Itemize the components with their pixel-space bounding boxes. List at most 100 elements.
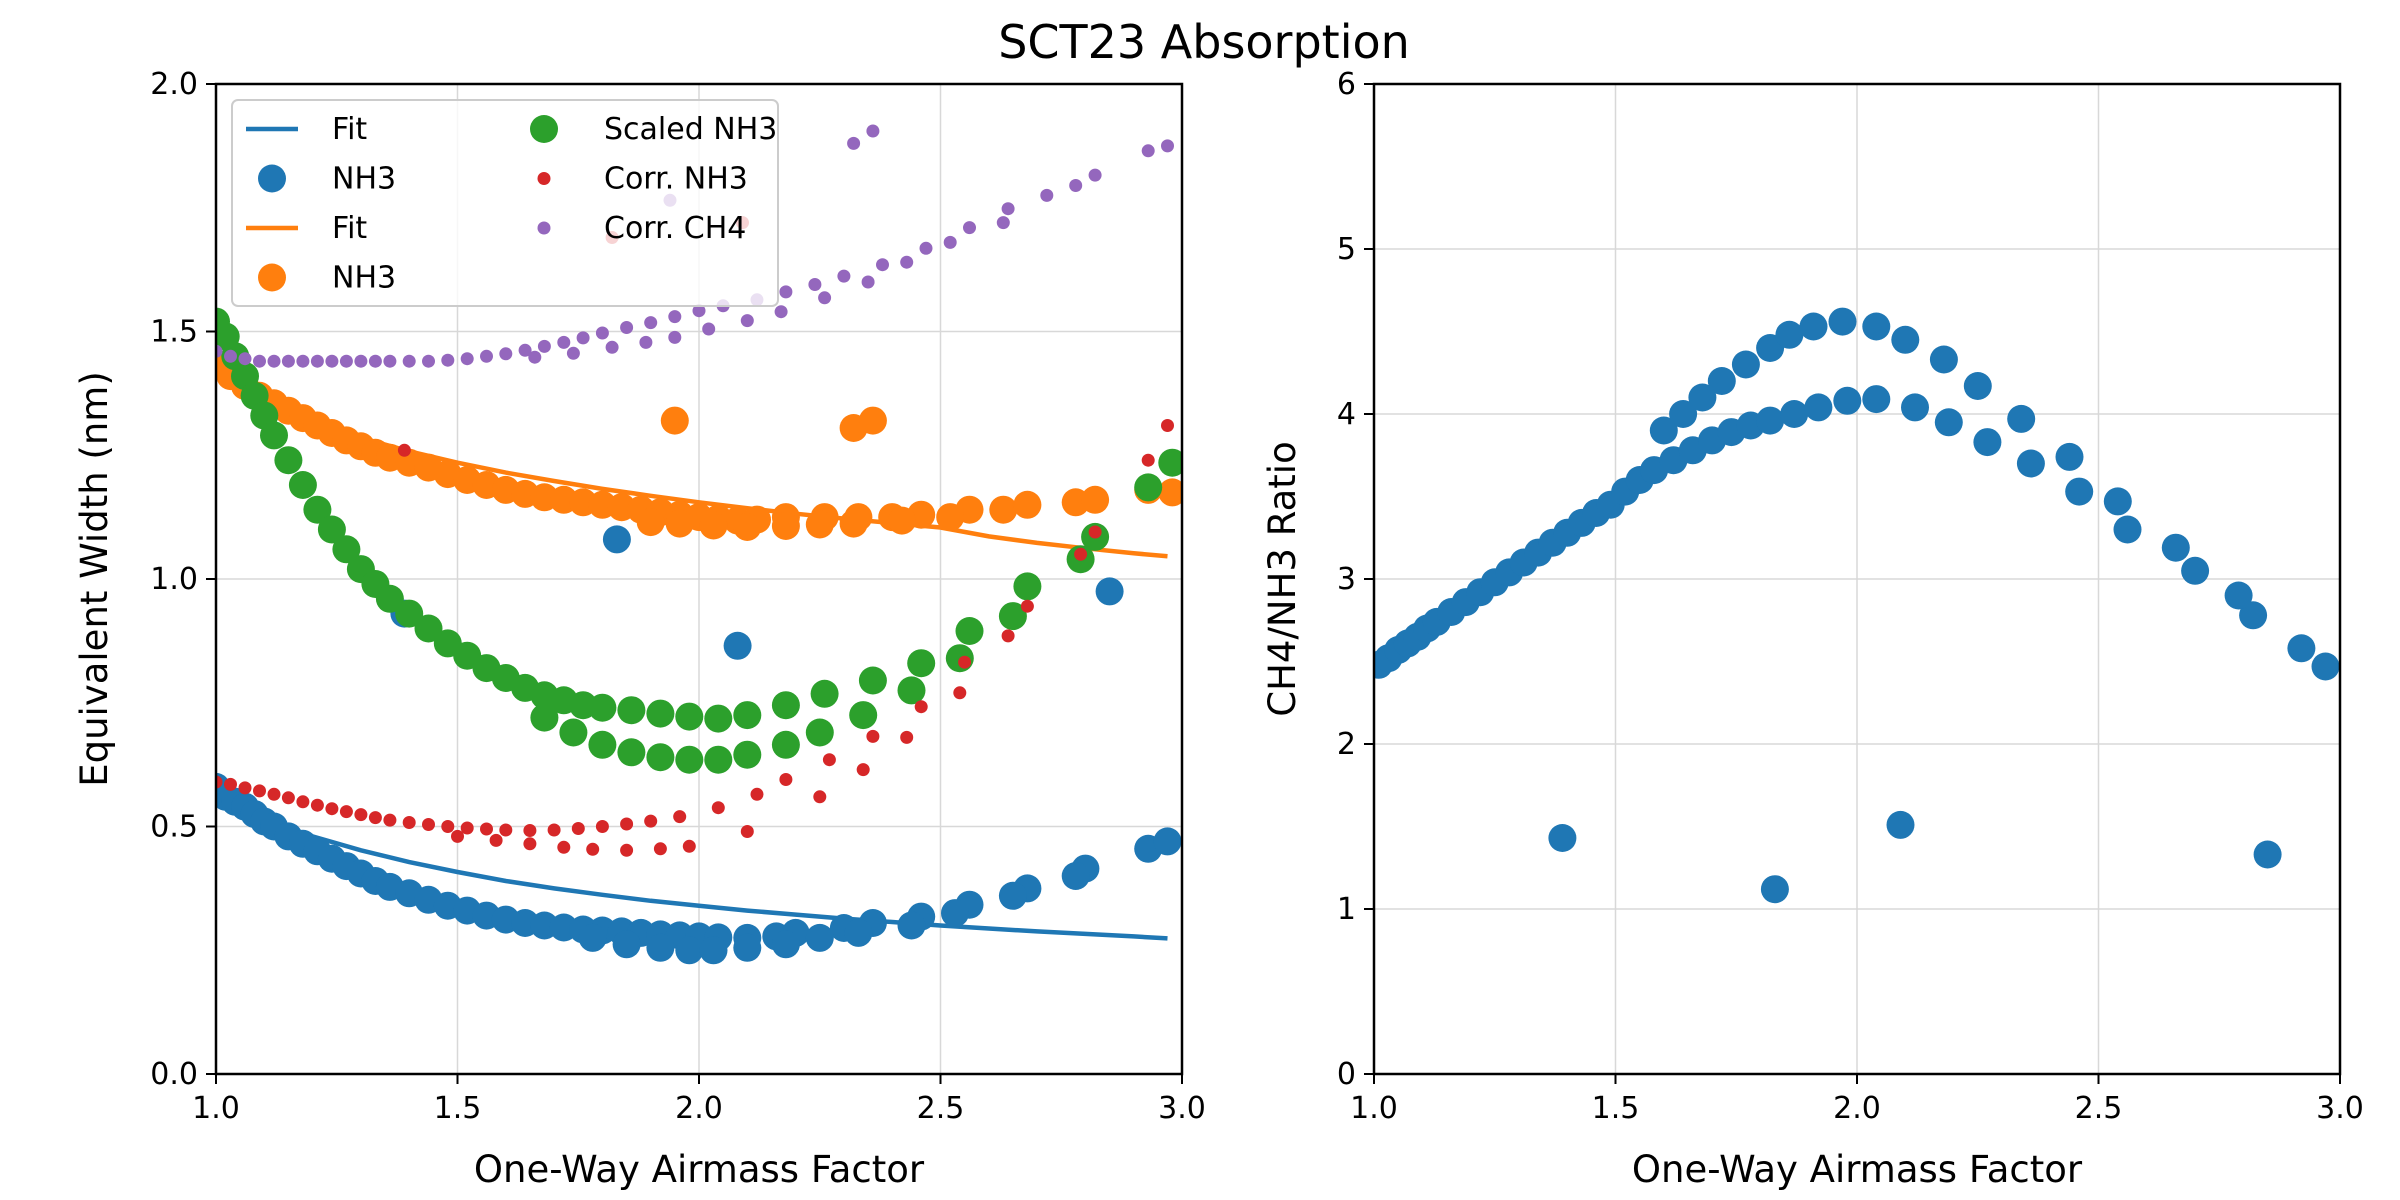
data-point-nh3_blue: [1061, 862, 1090, 890]
data-point-nh3_blue: [771, 930, 800, 959]
y-tick-label: 4: [1337, 397, 1356, 432]
legend-handle-scaled_nh3: [530, 115, 558, 143]
data-point-scaled_nh3: [646, 743, 675, 772]
data-point-corr_nh3: [571, 822, 585, 835]
data-point-corr_ch4: [518, 343, 532, 357]
data-point-corr_nh3: [325, 802, 339, 816]
data-point-corr_ch4: [1069, 179, 1083, 192]
data-point-ratio: [1669, 400, 1698, 428]
data-point-nh3_blue: [612, 930, 641, 959]
data-point-corr_nh3: [480, 822, 493, 836]
data-point-scaled_nh3: [858, 666, 887, 695]
data-point-ratio: [2224, 581, 2253, 610]
data-point-corr_ch4: [576, 331, 590, 345]
data-point-corr_ch4: [740, 314, 754, 328]
data-point-corr_nh3: [460, 821, 474, 835]
data-point-corr_ch4: [441, 353, 455, 367]
data-point-corr_nh3: [682, 839, 696, 853]
data-point-corr_ch4: [668, 330, 682, 344]
data-point-corr_nh3: [644, 814, 658, 828]
data-point-nh3_orange: [699, 511, 728, 540]
data-point-corr_nh3: [267, 787, 281, 801]
data-point-ratio: [1828, 307, 1857, 336]
data-point-corr_ch4: [605, 340, 619, 354]
data-point-nh3_orange: [665, 509, 694, 538]
data-point-corr_nh3: [620, 817, 634, 831]
data-point-corr_ch4: [620, 321, 634, 334]
data-layer: [216, 124, 1182, 965]
data-point-corr_ch4: [963, 221, 976, 235]
data-point-corr_ch4: [900, 255, 914, 269]
data-point-nh3_blue: [675, 936, 704, 965]
legend-label-fit_orange: Fit: [332, 211, 367, 246]
y-axis-label: Equivalent Width (nm): [73, 371, 116, 787]
series-line-fit_blue: [216, 794, 1168, 941]
x-tick-label: 3.0: [2316, 1091, 2364, 1126]
data-point-ratio: [1731, 350, 1760, 379]
data-point-ratio: [1886, 810, 1915, 839]
y-tick-label: 2.0: [150, 67, 198, 102]
data-point-scaled_nh3: [395, 599, 424, 628]
data-point-corr_nh3: [216, 775, 223, 789]
data-point-nh3_blue: [805, 923, 834, 952]
data-point-corr_ch4: [861, 275, 875, 289]
data-point-corr_nh3: [441, 820, 455, 833]
data-point-nh3_orange: [660, 406, 689, 435]
data-point-corr_ch4: [1088, 168, 1102, 182]
data-point-scaled_nh3: [617, 738, 646, 767]
data-point-nh3_blue: [897, 911, 926, 940]
legend: Fit NH3 Fit NH3 Scaled NH3 Corr. NH3 Corr. CH4: [231, 99, 779, 307]
data-point-corr_ch4: [422, 354, 435, 368]
data-point-corr_ch4: [866, 124, 880, 138]
data-point-scaled_nh3: [303, 495, 332, 524]
x-tick-label: 2.5: [2075, 1091, 2123, 1126]
data-point-corr_ch4: [557, 335, 571, 349]
y-tick-label: 0: [1337, 1057, 1356, 1092]
data-point-corr_nh3: [586, 842, 600, 856]
data-point-nh3_blue: [1153, 827, 1182, 856]
data-point-scaled_nh3: [588, 693, 617, 722]
data-point-corr_nh3: [914, 700, 928, 714]
legend-label-nh3_blue: NH3: [332, 162, 396, 197]
data-point-ratio: [2007, 404, 2036, 433]
data-point-corr_nh3: [1074, 547, 1088, 561]
x-tick-label: 1.0: [192, 1091, 240, 1126]
data-point-corr_ch4: [1161, 139, 1174, 153]
figure-title: SCT23 Absorption: [998, 15, 1410, 69]
data-point-ratio: [1963, 372, 1992, 400]
data-point-corr_nh3: [673, 810, 687, 824]
data-point-corr_ch4: [595, 326, 609, 340]
data-point-corr_nh3: [310, 798, 324, 812]
data-point-nh3_orange: [1013, 490, 1042, 519]
data-point-corr_ch4: [639, 335, 653, 349]
data-point-corr_nh3: [1088, 525, 1102, 539]
data-point-ratio: [1548, 824, 1577, 852]
data-point-corr_ch4: [996, 216, 1010, 230]
data-point-ratio: [2181, 556, 2210, 585]
data-point-ratio: [1775, 320, 1804, 349]
legend-label-fit_blue: Fit: [332, 112, 367, 147]
data-point-scaled_nh3: [260, 421, 288, 450]
legend-handle-nh3_orange: [258, 263, 286, 292]
data-point-ratio: [1862, 385, 1891, 414]
data-point-corr_ch4: [253, 354, 266, 368]
data-point-corr_nh3: [595, 820, 609, 833]
data-point-scaled_nh3: [998, 602, 1027, 631]
data-point-corr_nh3: [383, 813, 397, 827]
data-point-ratio: [1804, 393, 1833, 422]
data-point-ratio: [2161, 533, 2190, 562]
data-point-nh3_blue: [723, 631, 752, 660]
data-point-ratio: [1833, 386, 1862, 415]
data-point-nh3_blue: [941, 899, 969, 928]
data-point-scaled_nh3: [559, 718, 588, 747]
data-point-corr_ch4: [480, 349, 493, 363]
data-point-corr_nh3: [397, 443, 411, 457]
data-point-ratio: [1862, 312, 1891, 341]
data-point-scaled_nh3: [733, 701, 762, 730]
data-point-scaled_nh3: [849, 701, 878, 730]
legend-label-nh3_orange: NH3: [332, 261, 396, 296]
data-point-scaled_nh3: [771, 730, 800, 759]
data-point-nh3_blue: [998, 881, 1027, 910]
data-point-nh3_orange: [805, 510, 834, 539]
